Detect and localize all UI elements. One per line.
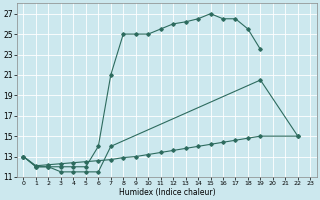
X-axis label: Humidex (Indice chaleur): Humidex (Indice chaleur) [119,188,215,197]
